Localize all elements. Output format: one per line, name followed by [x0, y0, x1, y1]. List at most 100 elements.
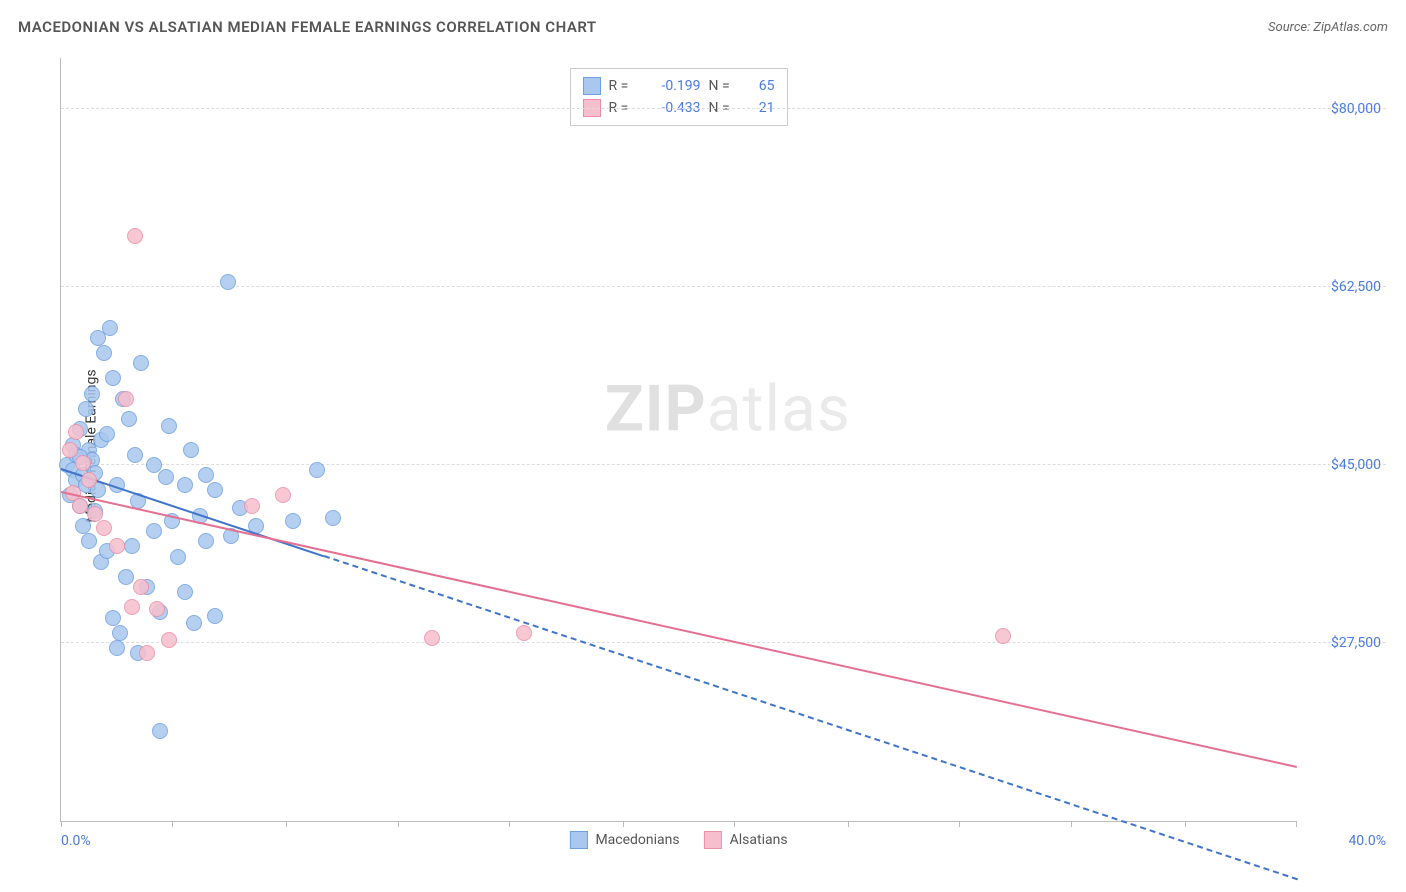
data-point — [124, 538, 140, 554]
gridline — [61, 642, 1386, 643]
x-tick — [1185, 821, 1186, 827]
data-point — [309, 462, 325, 478]
watermark-zip: ZIP — [605, 371, 707, 446]
x-tick — [848, 821, 849, 827]
data-point — [87, 506, 103, 522]
data-point — [84, 386, 100, 402]
data-point — [516, 625, 532, 641]
data-point — [146, 523, 162, 539]
legend-item: Macedonians — [569, 831, 679, 849]
data-point — [995, 628, 1011, 644]
data-point — [96, 345, 112, 361]
trend-line — [61, 491, 1297, 768]
data-point — [161, 418, 177, 434]
x-tick — [172, 821, 173, 827]
y-tick-label: $27,500 — [1301, 635, 1381, 651]
data-point — [118, 569, 134, 585]
data-point — [112, 625, 128, 641]
data-point — [133, 355, 149, 371]
x-tick — [509, 821, 510, 827]
data-point — [220, 274, 236, 290]
x-tick — [623, 821, 624, 827]
legend-item: Alsatians — [704, 831, 788, 849]
y-tick-label: $45,000 — [1301, 457, 1381, 473]
data-point — [244, 498, 260, 514]
x-tick — [1071, 821, 1072, 827]
data-point — [325, 510, 341, 526]
x-tick — [959, 821, 960, 827]
data-point — [105, 370, 121, 386]
data-point — [149, 601, 165, 617]
data-point — [127, 447, 143, 463]
x-tick — [398, 821, 399, 827]
data-point — [78, 401, 94, 417]
data-point — [170, 549, 186, 565]
data-point — [75, 455, 91, 471]
data-point — [158, 469, 174, 485]
data-point — [99, 426, 115, 442]
data-point — [152, 723, 168, 739]
data-point — [177, 584, 193, 600]
correlation-legend: R =-0.199N =65R =-0.433N =21 — [570, 68, 788, 126]
series-swatch — [704, 831, 722, 849]
data-point — [81, 533, 97, 549]
data-point — [118, 391, 134, 407]
watermark-atlas: atlas — [707, 371, 851, 446]
chart-title: MACEDONIAN VS ALSATIAN MEDIAN FEMALE EAR… — [18, 18, 597, 36]
correlation-row: R = -0.199 N = 65 — [583, 75, 775, 97]
data-point — [75, 518, 91, 534]
n-label: N = — [709, 78, 737, 94]
data-point — [198, 533, 214, 549]
data-point — [424, 630, 440, 646]
data-point — [207, 482, 223, 498]
data-point — [96, 520, 112, 536]
x-axis-min-label: 0.0% — [61, 833, 91, 849]
legend-label: Alsatians — [730, 832, 788, 848]
data-point — [285, 513, 301, 529]
x-tick — [734, 821, 735, 827]
data-point — [161, 632, 177, 648]
data-point — [109, 640, 125, 656]
data-point — [207, 608, 223, 624]
data-point — [72, 498, 88, 514]
data-point — [124, 599, 140, 615]
source-label: Source: ZipAtlas.com — [1268, 20, 1388, 35]
x-axis-max-label: 40.0% — [1348, 833, 1386, 849]
chart-area: Median Female Earnings ZIPatlas R =-0.19… — [50, 48, 1386, 844]
data-point — [275, 487, 291, 503]
watermark: ZIPatlas — [605, 371, 851, 446]
data-point — [139, 645, 155, 661]
y-tick-label: $80,000 — [1301, 101, 1381, 117]
data-point — [105, 610, 121, 626]
gridline — [61, 464, 1386, 465]
data-point — [186, 615, 202, 631]
n-value: 65 — [745, 78, 775, 94]
data-point — [198, 467, 214, 483]
data-point — [121, 411, 137, 427]
legend-label: Macedonians — [595, 832, 679, 848]
trend-line-extrapolated — [323, 555, 1297, 880]
series-legend: Macedonians Alsatians — [569, 831, 787, 849]
data-point — [177, 477, 193, 493]
series-swatch — [583, 77, 601, 95]
gridline — [61, 286, 1386, 287]
y-tick-label: $62,500 — [1301, 279, 1381, 295]
data-point — [81, 472, 97, 488]
series-swatch — [569, 831, 587, 849]
x-tick — [1296, 821, 1297, 827]
x-tick — [61, 821, 62, 827]
gridline — [61, 108, 1386, 109]
data-point — [127, 228, 143, 244]
data-point — [109, 538, 125, 554]
data-point — [183, 442, 199, 458]
data-point — [146, 457, 162, 473]
r-value: -0.199 — [645, 78, 701, 94]
r-label: R = — [609, 78, 637, 94]
data-point — [68, 424, 84, 440]
header: MACEDONIAN VS ALSATIAN MEDIAN FEMALE EAR… — [18, 18, 1388, 36]
data-point — [62, 442, 78, 458]
data-point — [102, 320, 118, 336]
x-tick — [286, 821, 287, 827]
plot-region: ZIPatlas R =-0.199N =65R =-0.433N =21 0.… — [60, 58, 1296, 822]
data-point — [133, 579, 149, 595]
